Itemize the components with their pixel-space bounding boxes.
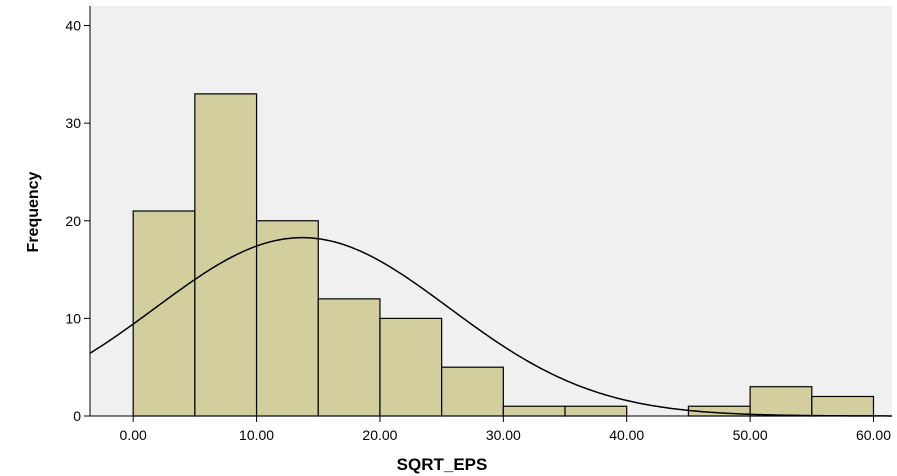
x-tick-label: 30.00 <box>486 427 521 443</box>
x-tick-label: 40.00 <box>609 427 644 443</box>
x-tick-label: 0.00 <box>120 427 147 443</box>
x-tick-label: 10.00 <box>239 427 274 443</box>
y-tick-label: 30 <box>65 115 81 131</box>
x-tick-label: 60.00 <box>856 427 891 443</box>
histogram-bar <box>564 405 628 417</box>
histogram-bar <box>749 386 813 417</box>
x-tick-label: 50.00 <box>733 427 768 443</box>
histogram-bar <box>317 298 381 417</box>
y-tick-label: 40 <box>65 18 81 34</box>
x-tick-label: 20.00 <box>362 427 397 443</box>
x-axis-title: SQRT_EPS <box>397 455 488 474</box>
y-tick-label: 20 <box>65 213 81 229</box>
normal-distribution-curve <box>89 236 892 417</box>
histogram-bar <box>379 317 443 417</box>
y-tick-label: 0 <box>73 408 81 424</box>
y-axis-ticks: 0 10 20 30 40 <box>65 18 90 424</box>
histogram-bar <box>132 210 196 417</box>
histogram-bar <box>441 366 504 417</box>
histogram-bar <box>194 93 258 417</box>
histogram-bar <box>811 395 875 417</box>
y-tick-label: 10 <box>65 310 81 326</box>
y-axis-title: Frequency <box>25 171 42 252</box>
x-axis-ticks: 0.00 10.00 20.00 30.00 40.00 50.00 60.00 <box>120 416 891 443</box>
histogram-bar <box>502 405 566 417</box>
histogram-bar <box>255 220 319 417</box>
histogram-bars <box>132 93 875 417</box>
